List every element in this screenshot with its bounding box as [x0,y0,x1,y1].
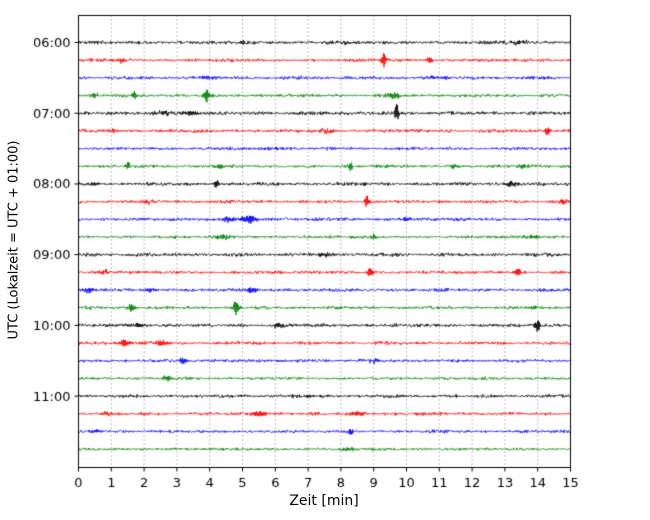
x-axis-label: Zeit [min] [289,493,359,509]
y-axis-label: UTC (Lokalzeit = UTC + 01:00) [6,140,22,340]
